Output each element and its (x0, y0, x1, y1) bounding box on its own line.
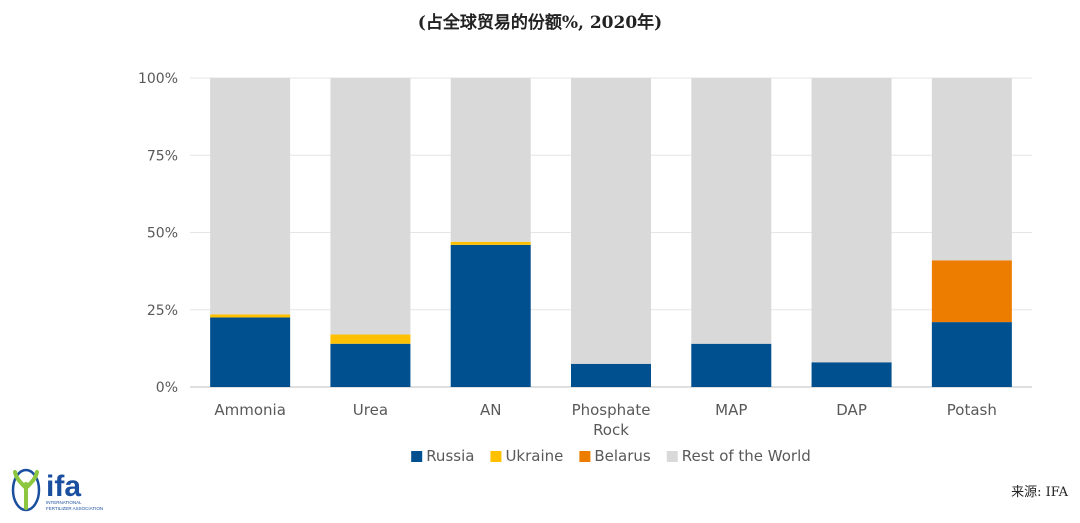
legend-label: Ukraine (505, 447, 563, 465)
bar-segment-russia (210, 317, 291, 387)
y-tick-label: 25% (147, 303, 178, 319)
legend-label: Russia (426, 447, 474, 465)
source-note: 来源: IFA (1011, 485, 1068, 500)
bar-segment-rest-of-the-world (811, 78, 892, 363)
legend-swatch (579, 451, 591, 462)
logo-tagline-2: FERTILIZER ASSOCIATION (46, 506, 103, 511)
y-axis: 0% 25% 50% 75% 100% (138, 71, 178, 396)
logo-tagline-1: INTERNATIONAL (46, 500, 82, 505)
logo-text: ifa (46, 470, 81, 503)
x-tick-label: Rock (593, 421, 629, 439)
legend: Russia Ukraine Belarus Rest of the World (411, 447, 811, 465)
bar-segment-ukraine (210, 314, 291, 318)
x-tick-label: MAP (715, 401, 747, 419)
y-tick-label: 0% (156, 380, 178, 396)
bar-segment-belarus (931, 260, 1012, 323)
bar-segment-russia (931, 322, 1012, 387)
x-tick-label: DAP (836, 401, 867, 419)
bars (210, 78, 1012, 387)
legend-swatch (490, 451, 502, 462)
bar-segment-rest-of-the-world (330, 78, 411, 335)
legend-swatch (666, 451, 678, 462)
x-tick-label: Potash (947, 401, 997, 419)
y-tick-label: 75% (147, 148, 178, 164)
bar-segment-russia (450, 244, 531, 387)
x-tick-label: Ammonia (214, 401, 286, 419)
x-tick-label: AN (480, 401, 501, 419)
bar-segment-rest-of-the-world (571, 78, 651, 364)
x-tick-label: Phosphate (572, 401, 651, 419)
y-tick-label: 50% (147, 226, 178, 242)
y-tick-label: 100% (138, 71, 178, 87)
bar-segment-rest-of-the-world (691, 78, 772, 344)
bar-segment-russia (811, 362, 892, 387)
chart-subtitle: (占全球贸易的份额%, 2020年) (417, 13, 663, 33)
ifa-logo: ifa INTERNATIONAL FERTILIZER ASSOCIATION (11, 468, 103, 512)
bar-segment-rest-of-the-world (931, 78, 1012, 261)
legend-swatch (411, 451, 423, 462)
bar-segment-russia (330, 343, 411, 387)
bar-segment-russia (571, 363, 651, 387)
legend-label: Rest of the World (682, 447, 811, 465)
x-axis: Ammonia Urea AN Phosphate Rock MAP DAP Potash (214, 401, 997, 439)
legend-label: Belarus (594, 447, 651, 465)
bar-segment-ukraine (450, 241, 531, 245)
x-tick-label: Urea (353, 401, 388, 419)
bar-segment-rest-of-the-world (210, 78, 291, 315)
bar-segment-russia (691, 343, 772, 387)
bar-segment-rest-of-the-world (450, 78, 531, 242)
bar-segment-ukraine (330, 334, 411, 344)
logo-sprout-icon (13, 470, 39, 510)
